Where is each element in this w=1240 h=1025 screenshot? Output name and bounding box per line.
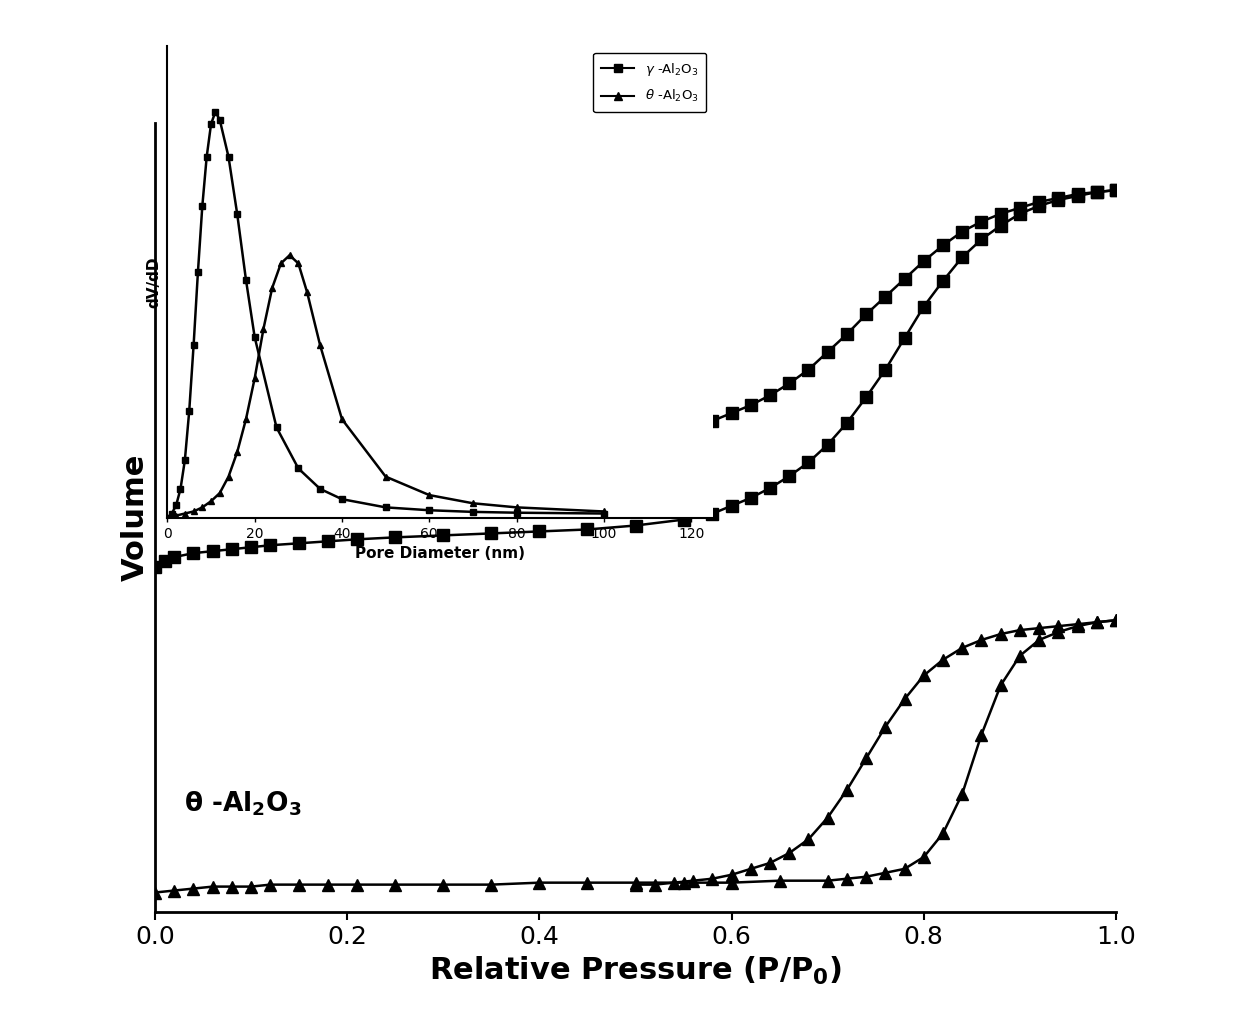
X-axis label: Pore Diameter (nm): Pore Diameter (nm)	[355, 546, 526, 562]
Y-axis label: Volume: Volume	[120, 454, 150, 581]
Text: $\mathbf{\gamma}$-Al$_\mathregular{2}$O$_\mathregular{3}$: $\mathbf{\gamma}$-Al$_\mathregular{2}$O$…	[184, 473, 293, 503]
Y-axis label: dV/dD: dV/dD	[146, 256, 162, 308]
X-axis label: Relative Pressure (P/P$_\mathregular{0}$): Relative Pressure (P/P$_\mathregular{0}$…	[429, 955, 842, 987]
Text: $\mathbf{\theta}$ -Al$_\mathregular{2}$O$_\mathregular{3}$: $\mathbf{\theta}$ -Al$_\mathregular{2}$O…	[184, 789, 301, 818]
Legend: $\gamma$ -Al$_2$O$_3$, $\theta$ -Al$_2$O$_3$: $\gamma$ -Al$_2$O$_3$, $\theta$ -Al$_2$O…	[593, 52, 707, 112]
